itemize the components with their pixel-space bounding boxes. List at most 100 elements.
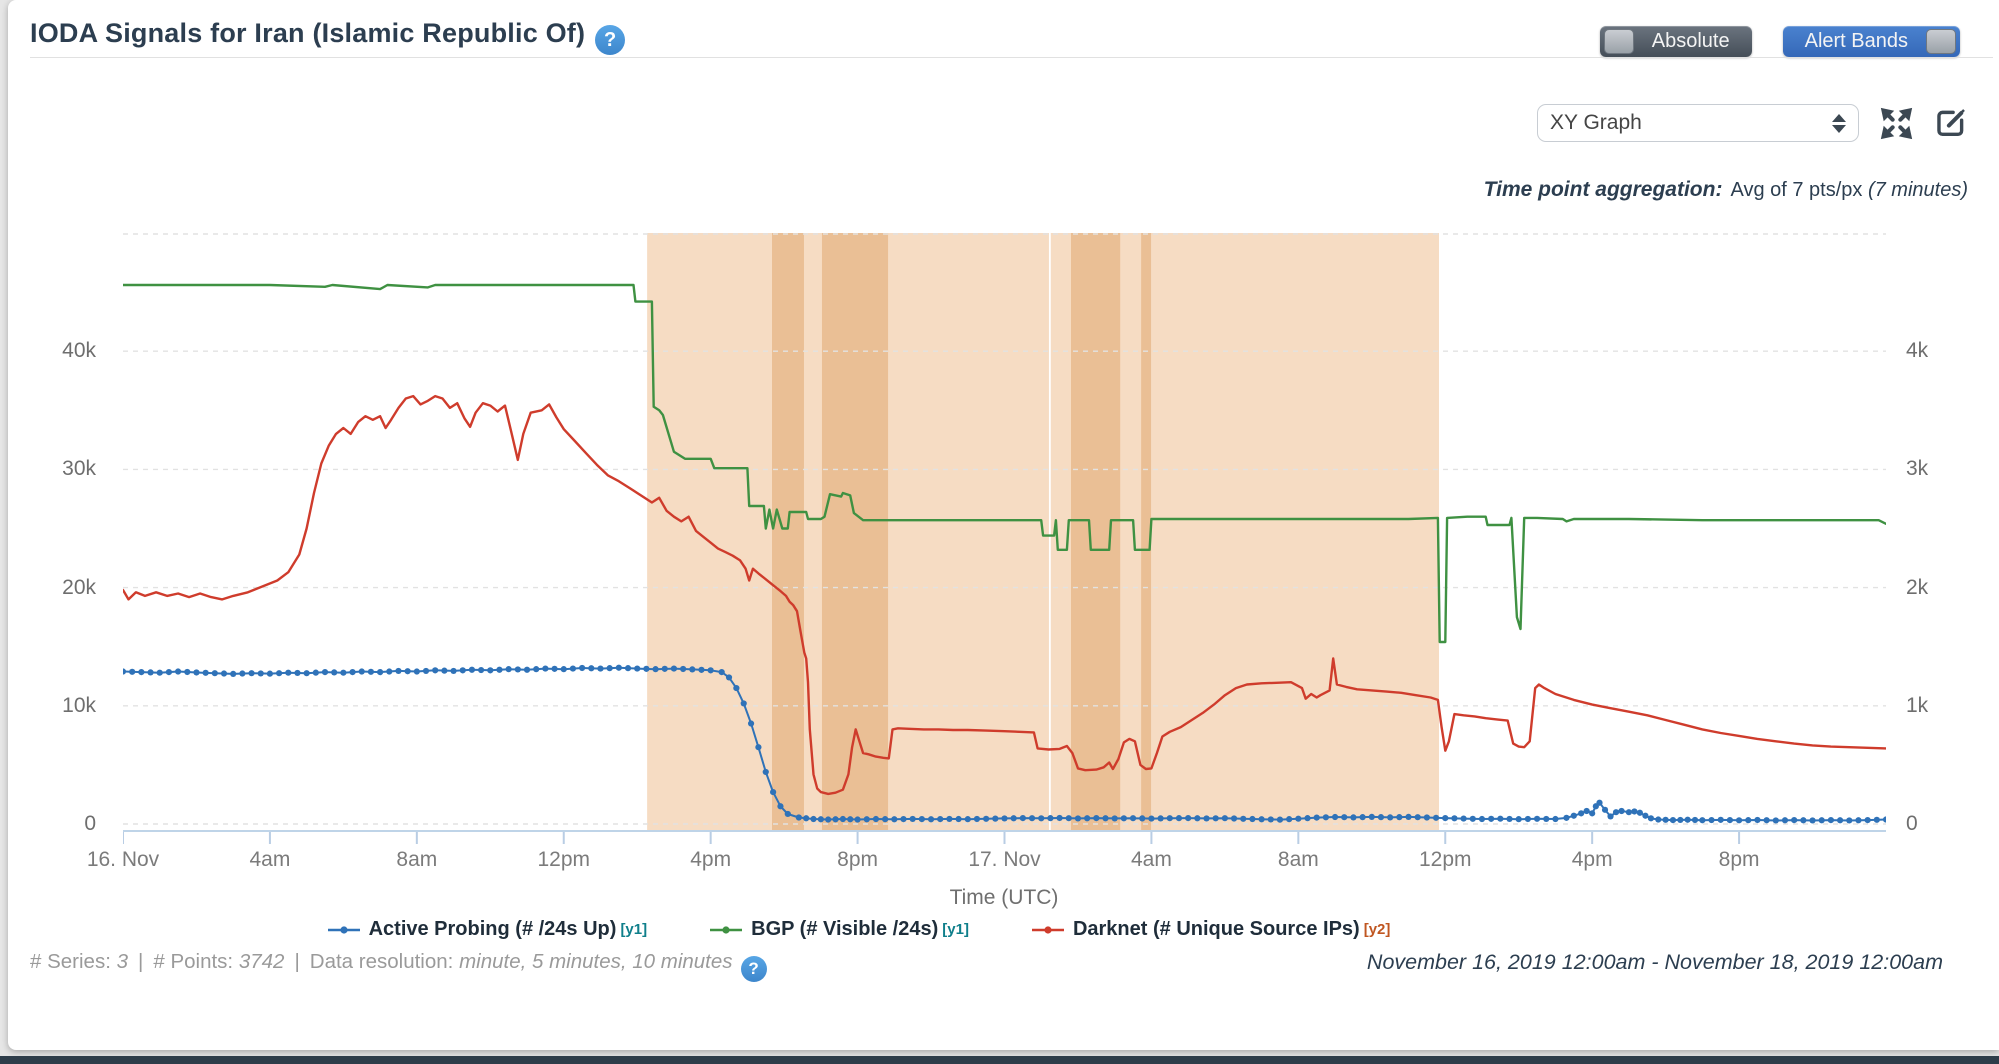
series-dot — [551, 665, 558, 672]
series-dot — [1855, 817, 1862, 824]
alert-bands-toggle-knob[interactable] — [1926, 29, 1956, 54]
series-dot — [1800, 817, 1807, 824]
series-dot — [413, 668, 420, 675]
series-dot — [1442, 814, 1449, 822]
series-dot — [1612, 809, 1620, 816]
series-dot — [1691, 816, 1699, 824]
chart-controls: XY Graph — [1537, 104, 1968, 142]
series-dot — [900, 815, 907, 823]
series-dot — [983, 815, 990, 822]
series-dot — [1578, 810, 1585, 817]
series-dot — [1631, 808, 1638, 815]
series-dot — [441, 667, 448, 674]
series-dot — [1827, 816, 1835, 824]
series-dot — [872, 815, 880, 823]
aggregation-value: Avg of 7 pts/px — [1730, 179, 1863, 201]
series-dot — [698, 666, 705, 673]
xy-graph-plot[interactable] — [123, 233, 1886, 847]
series-dot — [266, 670, 274, 677]
legend-marker-icon — [327, 925, 360, 934]
series-dot — [634, 665, 641, 672]
series-dot — [1148, 815, 1155, 822]
series-dot — [129, 668, 136, 675]
series-dot — [825, 816, 832, 823]
series-dot — [1655, 816, 1662, 823]
chart-legend: Active Probing (# /24s Up) [y1] BGP (# Vis… — [0, 918, 1854, 941]
series-dot — [770, 788, 777, 796]
series-dot — [303, 670, 310, 677]
series-dot — [349, 669, 356, 676]
series-dot — [1203, 815, 1210, 822]
header-divider — [30, 57, 1993, 58]
series-dot — [1589, 810, 1596, 817]
series-value: 3 — [116, 950, 129, 973]
x-tick-label: 8am — [396, 848, 438, 871]
y2-tick-label: 3k — [1906, 457, 1929, 481]
series-dot — [1735, 817, 1743, 824]
series-dot — [1221, 815, 1228, 822]
y1-tick-label: 0 — [84, 812, 96, 835]
series-dot — [1677, 816, 1684, 824]
x-tick-label: 8pm — [1718, 848, 1760, 871]
series-dot — [1304, 815, 1311, 822]
alert-bands-toggle-label: Alert Bands — [1804, 30, 1908, 52]
series-dot — [707, 667, 714, 674]
page-title: IODA Signals for Iran (Islamic Republic … — [30, 18, 626, 55]
resolution-value: minute, 5 minutes, 10 minutes — [459, 950, 733, 973]
series-dot — [165, 669, 173, 676]
stats-help-icon[interactable]: ? — [740, 956, 767, 982]
graph-type-select-value: XY Graph — [1550, 111, 1642, 134]
series-dot — [1102, 815, 1109, 822]
aggregation-label: Time point aggregation: — [1483, 178, 1723, 201]
y1-tick-label: 20k — [62, 575, 96, 599]
series-dot — [1175, 815, 1183, 822]
series-dot — [496, 666, 503, 673]
series-dot — [1276, 816, 1284, 823]
series-dot — [1194, 815, 1201, 822]
series-dot — [992, 815, 999, 822]
separator: | — [294, 950, 300, 973]
bottom-panel-edge — [0, 1056, 1999, 1064]
series-dot — [955, 815, 962, 823]
series-dot — [854, 816, 861, 823]
series-dot — [973, 815, 981, 823]
series-dot — [147, 669, 154, 676]
legend-item[interactable]: Active Probing (# /24s Up) [y1] — [327, 918, 647, 941]
series-dot — [1432, 814, 1440, 821]
series-dot — [459, 667, 466, 674]
alert-bands-toggle[interactable]: Alert Bands — [1782, 26, 1960, 57]
series-dot — [597, 665, 604, 672]
title-help-icon[interactable]: ? — [595, 25, 626, 55]
graph-type-select[interactable]: XY Graph — [1537, 104, 1859, 142]
legend-marker-icon — [710, 925, 743, 934]
series-dot — [331, 669, 338, 676]
legend-item[interactable]: Darknet (# Unique Source IPs) [y2] — [1031, 918, 1390, 941]
series-dot — [795, 814, 802, 821]
series-dot — [1618, 807, 1625, 815]
series-dot — [652, 666, 659, 673]
series-dot — [1699, 817, 1706, 824]
series-dot — [1396, 814, 1403, 821]
points-value: 3742 — [238, 950, 285, 973]
series-dot — [312, 669, 319, 676]
series-dot — [1601, 806, 1609, 813]
series-dot — [1642, 812, 1649, 819]
y2-tick-label: 1k — [1906, 693, 1929, 717]
series-dot — [1157, 815, 1164, 822]
series-line-y1 — [123, 283, 1886, 644]
absolute-toggle[interactable]: Absolute — [1599, 26, 1752, 57]
series-dot — [1019, 814, 1026, 822]
expand-icon[interactable] — [1878, 105, 1915, 142]
y2-tick-label: 4k — [1906, 339, 1929, 363]
series-dot — [275, 670, 283, 677]
alert-band-dark — [821, 233, 889, 830]
series-dot — [1038, 815, 1045, 822]
legend-item[interactable]: BGP (# Visible /24s) [y1] — [709, 918, 969, 941]
series-dot — [1414, 814, 1421, 821]
aggregation-info: Time point aggregation: Avg of 7 pts/px (… — [1484, 178, 1968, 202]
edit-icon[interactable] — [1934, 106, 1968, 140]
series-dot — [680, 665, 687, 673]
absolute-toggle-knob[interactable] — [1603, 29, 1634, 54]
chart-area[interactable]: 0 10k 20k 30k 40k 0 1k 2k 3k 4k 16. Nov 4am 8am 12pm 4… — [8, 0, 1999, 1050]
series-dot — [624, 665, 632, 672]
